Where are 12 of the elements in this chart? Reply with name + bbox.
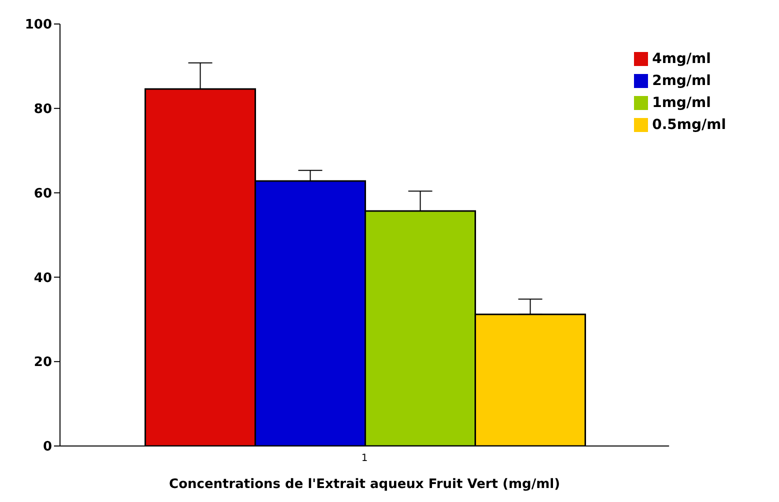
y-tick-label: 20: [34, 355, 52, 370]
y-tick-label: 80: [34, 102, 52, 118]
y-tick-label: 60: [34, 186, 52, 202]
x-axis-title: Concentrations de l'Extrait aqueux Fruit Vert (mg/ml): [169, 477, 560, 492]
y-tick-label: 0: [42, 440, 52, 455]
x-tick-label: 1: [361, 453, 368, 464]
legend-label: 0.5mg/ml: [652, 117, 726, 133]
legend-label: 2mg/ml: [652, 73, 711, 89]
legend-label: 4mg/ml: [652, 51, 711, 67]
y-tick-label: 100: [24, 18, 52, 33]
y-tick-label: 40: [34, 270, 52, 286]
legend-label: 1mg/ml: [652, 95, 711, 111]
